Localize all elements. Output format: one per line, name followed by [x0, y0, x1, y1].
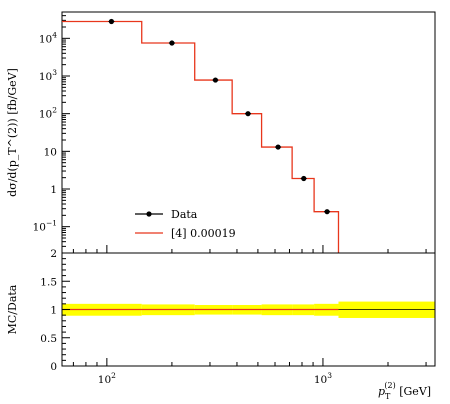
data-point [212, 77, 219, 83]
x-tick-label: 103 [314, 371, 332, 386]
x-tick-labels: 102 103 [98, 371, 332, 386]
main-y-tick-label: 10−1 [33, 219, 57, 234]
ratio-y-axis-label: MC/Data [6, 284, 19, 334]
main-y-tick-label: 1 [50, 184, 57, 196]
tick-base: 10 [39, 33, 52, 45]
legend: Data [4] 0.00019 [135, 208, 236, 240]
tick-exponent: 2 [111, 371, 116, 380]
mc-step-line [62, 20, 340, 253]
x-label-symbol: p [378, 385, 385, 398]
tick-base: 10 [33, 222, 46, 234]
x-label-superscript: (2) [384, 381, 395, 390]
legend-label-data: Data [171, 208, 198, 221]
ratio-y-tick-label: 1.5 [40, 276, 57, 288]
tick-base: 10 [98, 374, 111, 386]
mc-step-path [62, 20, 340, 253]
data-point [108, 18, 115, 25]
main-y-axis-label: dσ/d(p_T^(2)) [fb/GeV] [6, 68, 19, 197]
data-point [169, 40, 175, 46]
tick-exponent: 3 [327, 371, 332, 380]
main-plot-frame [61, 11, 436, 254]
ratio-axis-ticks [62, 252, 427, 367]
main-axis-ticks [62, 11, 427, 254]
tick-base: 10 [39, 71, 52, 83]
main-y-tick-label: 104 [39, 30, 57, 45]
data-point [275, 144, 281, 150]
tick-exponent: 3 [52, 68, 57, 77]
legend-data-marker [146, 211, 152, 217]
ratio-y-tick-label: 2 [50, 248, 57, 260]
main-y-tick-label: 10 [44, 146, 57, 158]
tick-exponent: −1 [46, 219, 57, 228]
tick-base: 10 [44, 146, 57, 158]
tick-base: 10 [39, 109, 52, 121]
x-label-subscript: T [385, 392, 391, 401]
x-tick-label: 102 [98, 371, 116, 386]
data-points [108, 18, 331, 215]
legend-label-mc: [4] 0.00019 [171, 227, 236, 240]
ratio-y-tick-label: 0.5 [40, 333, 57, 345]
main-y-tick-label: 102 [39, 106, 57, 121]
main-y-tick-label: 103 [39, 68, 57, 83]
tick-base: 1 [50, 184, 57, 196]
x-axis-label: pT (2) [GeV] [378, 381, 431, 401]
tick-exponent: 2 [52, 106, 57, 115]
tick-base: 10 [314, 374, 327, 386]
tick-exponent: 4 [52, 30, 57, 39]
ratio-y-tick-label: 1 [50, 305, 57, 317]
x-label-unit: [GeV] [396, 385, 431, 398]
data-point [324, 209, 330, 215]
data-point [245, 111, 251, 117]
ratio-y-tick-label: 0 [50, 361, 57, 373]
ratio-panel: 00.511.52 102 103 MC/Data pT(2) [GeV] [6, 248, 436, 401]
data-point [301, 175, 307, 182]
ratio-y-tick-labels: 0 0.5 1 1.5 2 [40, 248, 57, 373]
